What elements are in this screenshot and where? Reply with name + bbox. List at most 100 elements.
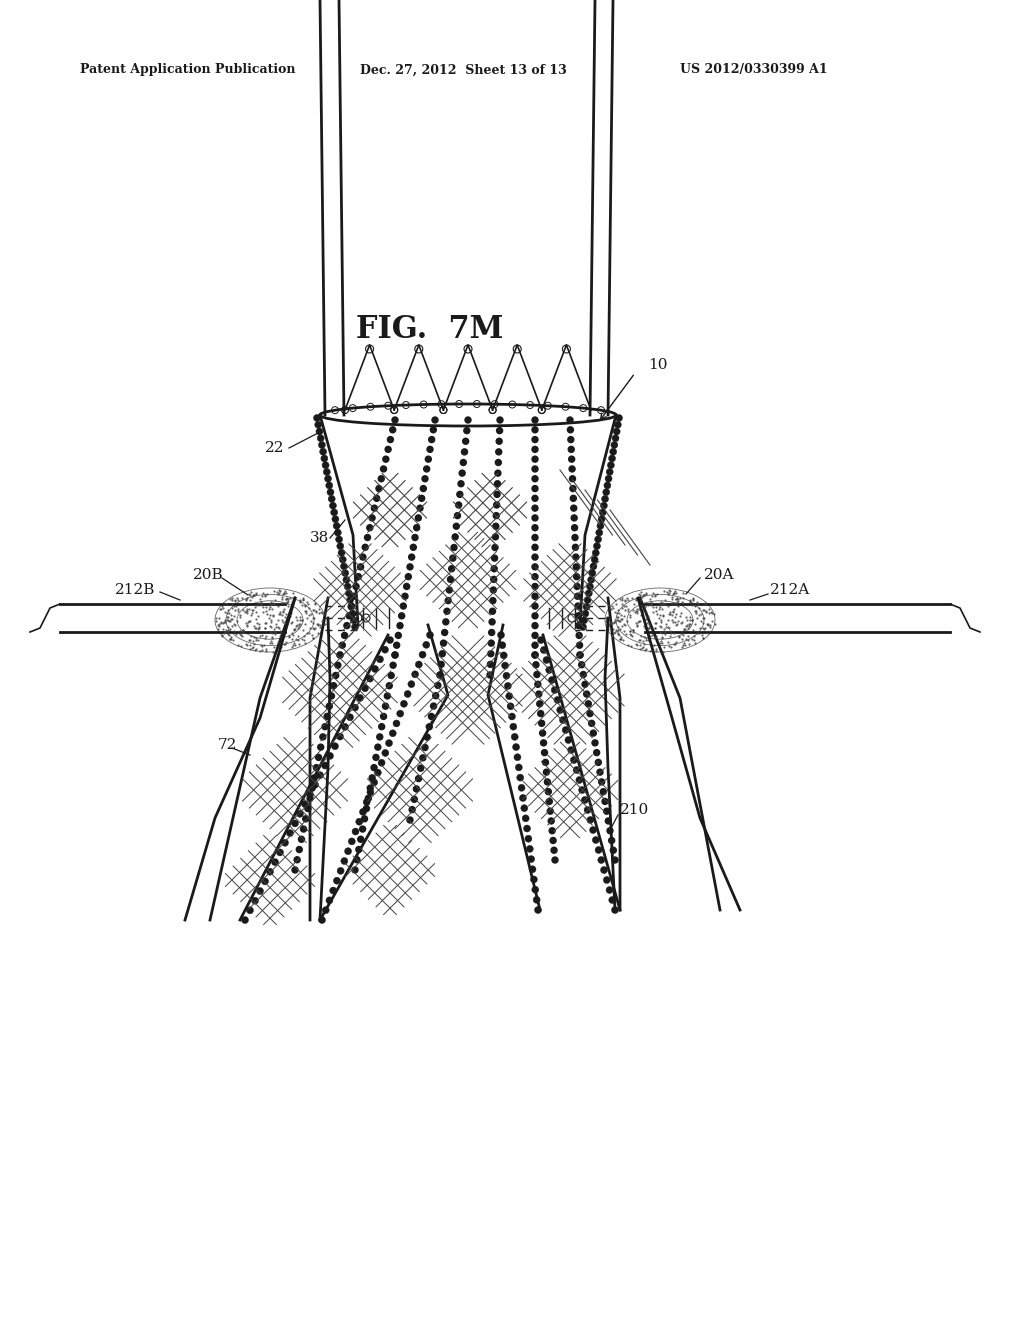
Circle shape — [432, 417, 438, 422]
Circle shape — [361, 816, 368, 822]
Circle shape — [351, 623, 358, 631]
Circle shape — [597, 770, 603, 775]
Circle shape — [565, 737, 572, 743]
Circle shape — [613, 428, 621, 436]
Circle shape — [584, 692, 590, 697]
Circle shape — [595, 846, 602, 854]
Circle shape — [321, 455, 328, 462]
Circle shape — [447, 577, 454, 582]
Circle shape — [427, 446, 433, 453]
Circle shape — [582, 796, 589, 804]
Circle shape — [614, 421, 622, 428]
Circle shape — [610, 847, 616, 853]
Circle shape — [352, 867, 358, 873]
Circle shape — [549, 676, 555, 684]
Circle shape — [538, 636, 545, 644]
Circle shape — [532, 437, 538, 442]
Circle shape — [377, 656, 384, 663]
Circle shape — [574, 603, 581, 609]
Circle shape — [367, 675, 374, 682]
Circle shape — [526, 845, 534, 853]
Circle shape — [540, 730, 546, 737]
Circle shape — [492, 566, 498, 572]
Circle shape — [369, 515, 375, 521]
Circle shape — [313, 414, 321, 421]
Circle shape — [582, 610, 589, 616]
Circle shape — [346, 714, 353, 721]
Circle shape — [586, 590, 592, 597]
Circle shape — [386, 636, 393, 644]
Circle shape — [572, 544, 579, 550]
Circle shape — [337, 652, 343, 657]
Circle shape — [587, 710, 593, 717]
Circle shape — [319, 734, 326, 741]
Circle shape — [337, 867, 344, 874]
Circle shape — [341, 723, 348, 730]
Circle shape — [454, 523, 460, 529]
Circle shape — [424, 466, 430, 473]
Circle shape — [571, 515, 578, 521]
Circle shape — [353, 583, 359, 590]
Circle shape — [439, 651, 445, 657]
Circle shape — [575, 776, 583, 784]
Circle shape — [587, 583, 594, 590]
Circle shape — [383, 457, 389, 462]
Circle shape — [323, 907, 330, 913]
Circle shape — [276, 849, 284, 855]
Circle shape — [542, 750, 548, 755]
Circle shape — [355, 574, 361, 579]
Circle shape — [518, 784, 525, 791]
Text: 20B: 20B — [193, 568, 223, 582]
Circle shape — [577, 632, 583, 639]
Circle shape — [386, 682, 392, 689]
Circle shape — [530, 876, 538, 883]
Circle shape — [398, 612, 404, 619]
Circle shape — [372, 506, 378, 511]
Circle shape — [534, 896, 540, 903]
Circle shape — [545, 779, 550, 785]
Circle shape — [575, 623, 582, 628]
Circle shape — [546, 667, 553, 673]
Circle shape — [297, 810, 303, 817]
Circle shape — [412, 796, 418, 803]
Circle shape — [351, 593, 356, 599]
Circle shape — [341, 858, 348, 865]
Circle shape — [317, 434, 325, 442]
Circle shape — [607, 462, 614, 469]
Circle shape — [384, 693, 390, 700]
Circle shape — [492, 544, 498, 550]
Circle shape — [489, 598, 496, 603]
Circle shape — [333, 672, 339, 678]
Circle shape — [546, 799, 552, 804]
Circle shape — [392, 652, 398, 657]
Circle shape — [464, 428, 470, 434]
Text: 212B: 212B — [115, 583, 156, 597]
Circle shape — [337, 733, 343, 741]
Text: 72: 72 — [218, 738, 238, 752]
Circle shape — [338, 549, 345, 556]
Circle shape — [603, 876, 610, 883]
Circle shape — [532, 593, 538, 599]
Circle shape — [450, 556, 456, 561]
Circle shape — [574, 593, 581, 599]
Circle shape — [595, 759, 601, 766]
Circle shape — [487, 651, 494, 657]
Circle shape — [570, 756, 578, 763]
Circle shape — [570, 495, 577, 502]
Circle shape — [458, 480, 464, 487]
Circle shape — [301, 801, 308, 808]
Circle shape — [596, 529, 603, 536]
Circle shape — [538, 710, 544, 717]
Circle shape — [266, 869, 273, 875]
Circle shape — [574, 583, 580, 590]
Circle shape — [451, 544, 457, 550]
Circle shape — [492, 556, 498, 561]
Circle shape — [603, 488, 609, 496]
Circle shape — [601, 495, 608, 503]
Circle shape — [424, 734, 430, 741]
Circle shape — [532, 661, 539, 668]
Circle shape — [575, 612, 582, 619]
Circle shape — [547, 808, 553, 814]
Circle shape — [326, 896, 333, 904]
Circle shape — [390, 426, 395, 433]
